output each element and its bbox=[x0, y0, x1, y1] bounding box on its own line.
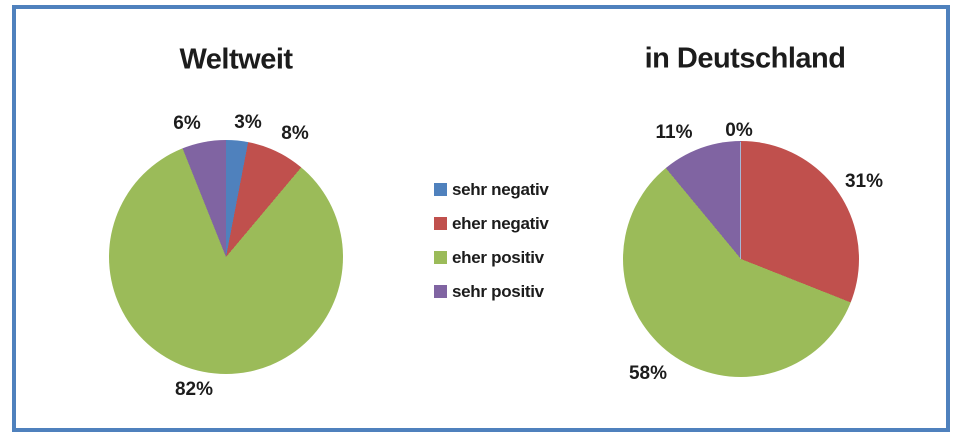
legend-item-label: eher positiv bbox=[452, 247, 544, 267]
legend-color-swatch-red bbox=[434, 217, 447, 230]
legend-color-swatch-green bbox=[434, 251, 447, 264]
legend-item-sehr-positiv: sehr positiv bbox=[434, 281, 549, 301]
legend-color-swatch-purple bbox=[434, 285, 447, 298]
legend-item-label: sehr positiv bbox=[452, 281, 544, 301]
zero-slice-edge bbox=[740, 142, 741, 259]
legend-item-label: eher negativ bbox=[452, 213, 549, 233]
slice-label-weltweit-eher-positiv: 82% bbox=[174, 379, 214, 400]
chart-title-deutschland: in Deutschland bbox=[644, 42, 846, 75]
legend-color-swatch-blue bbox=[434, 183, 447, 196]
slice-label-weltweit-sehr-negativ: 3% bbox=[234, 112, 262, 133]
pie-chart-weltweit bbox=[109, 140, 343, 374]
chart-title-weltweit: Weltweit bbox=[179, 43, 293, 76]
legend-item-eher-negativ: eher negativ bbox=[434, 213, 549, 233]
slice-label-deutschland-sehr-negativ: 0% bbox=[725, 120, 753, 141]
chart-frame: Weltweit in Deutschland 3% 8% 82% 6% 0% … bbox=[12, 5, 950, 432]
pie-chart-deutschland bbox=[623, 141, 859, 377]
slice-label-deutschland-sehr-positiv: 11% bbox=[655, 122, 693, 143]
slice-label-deutschland-eher-positiv: 58% bbox=[628, 363, 668, 384]
legend-item-eher-positiv: eher positiv bbox=[434, 247, 549, 267]
legend-item-label: sehr negativ bbox=[452, 179, 549, 199]
slice-label-deutschland-eher-negativ: 31% bbox=[844, 171, 884, 192]
legend: sehr negativ eher negativ eher positiv s… bbox=[434, 179, 549, 317]
legend-item-sehr-negativ: sehr negativ bbox=[434, 179, 549, 199]
slice-label-weltweit-sehr-positiv: 6% bbox=[173, 113, 201, 134]
slice-label-weltweit-eher-negativ: 8% bbox=[281, 123, 309, 144]
